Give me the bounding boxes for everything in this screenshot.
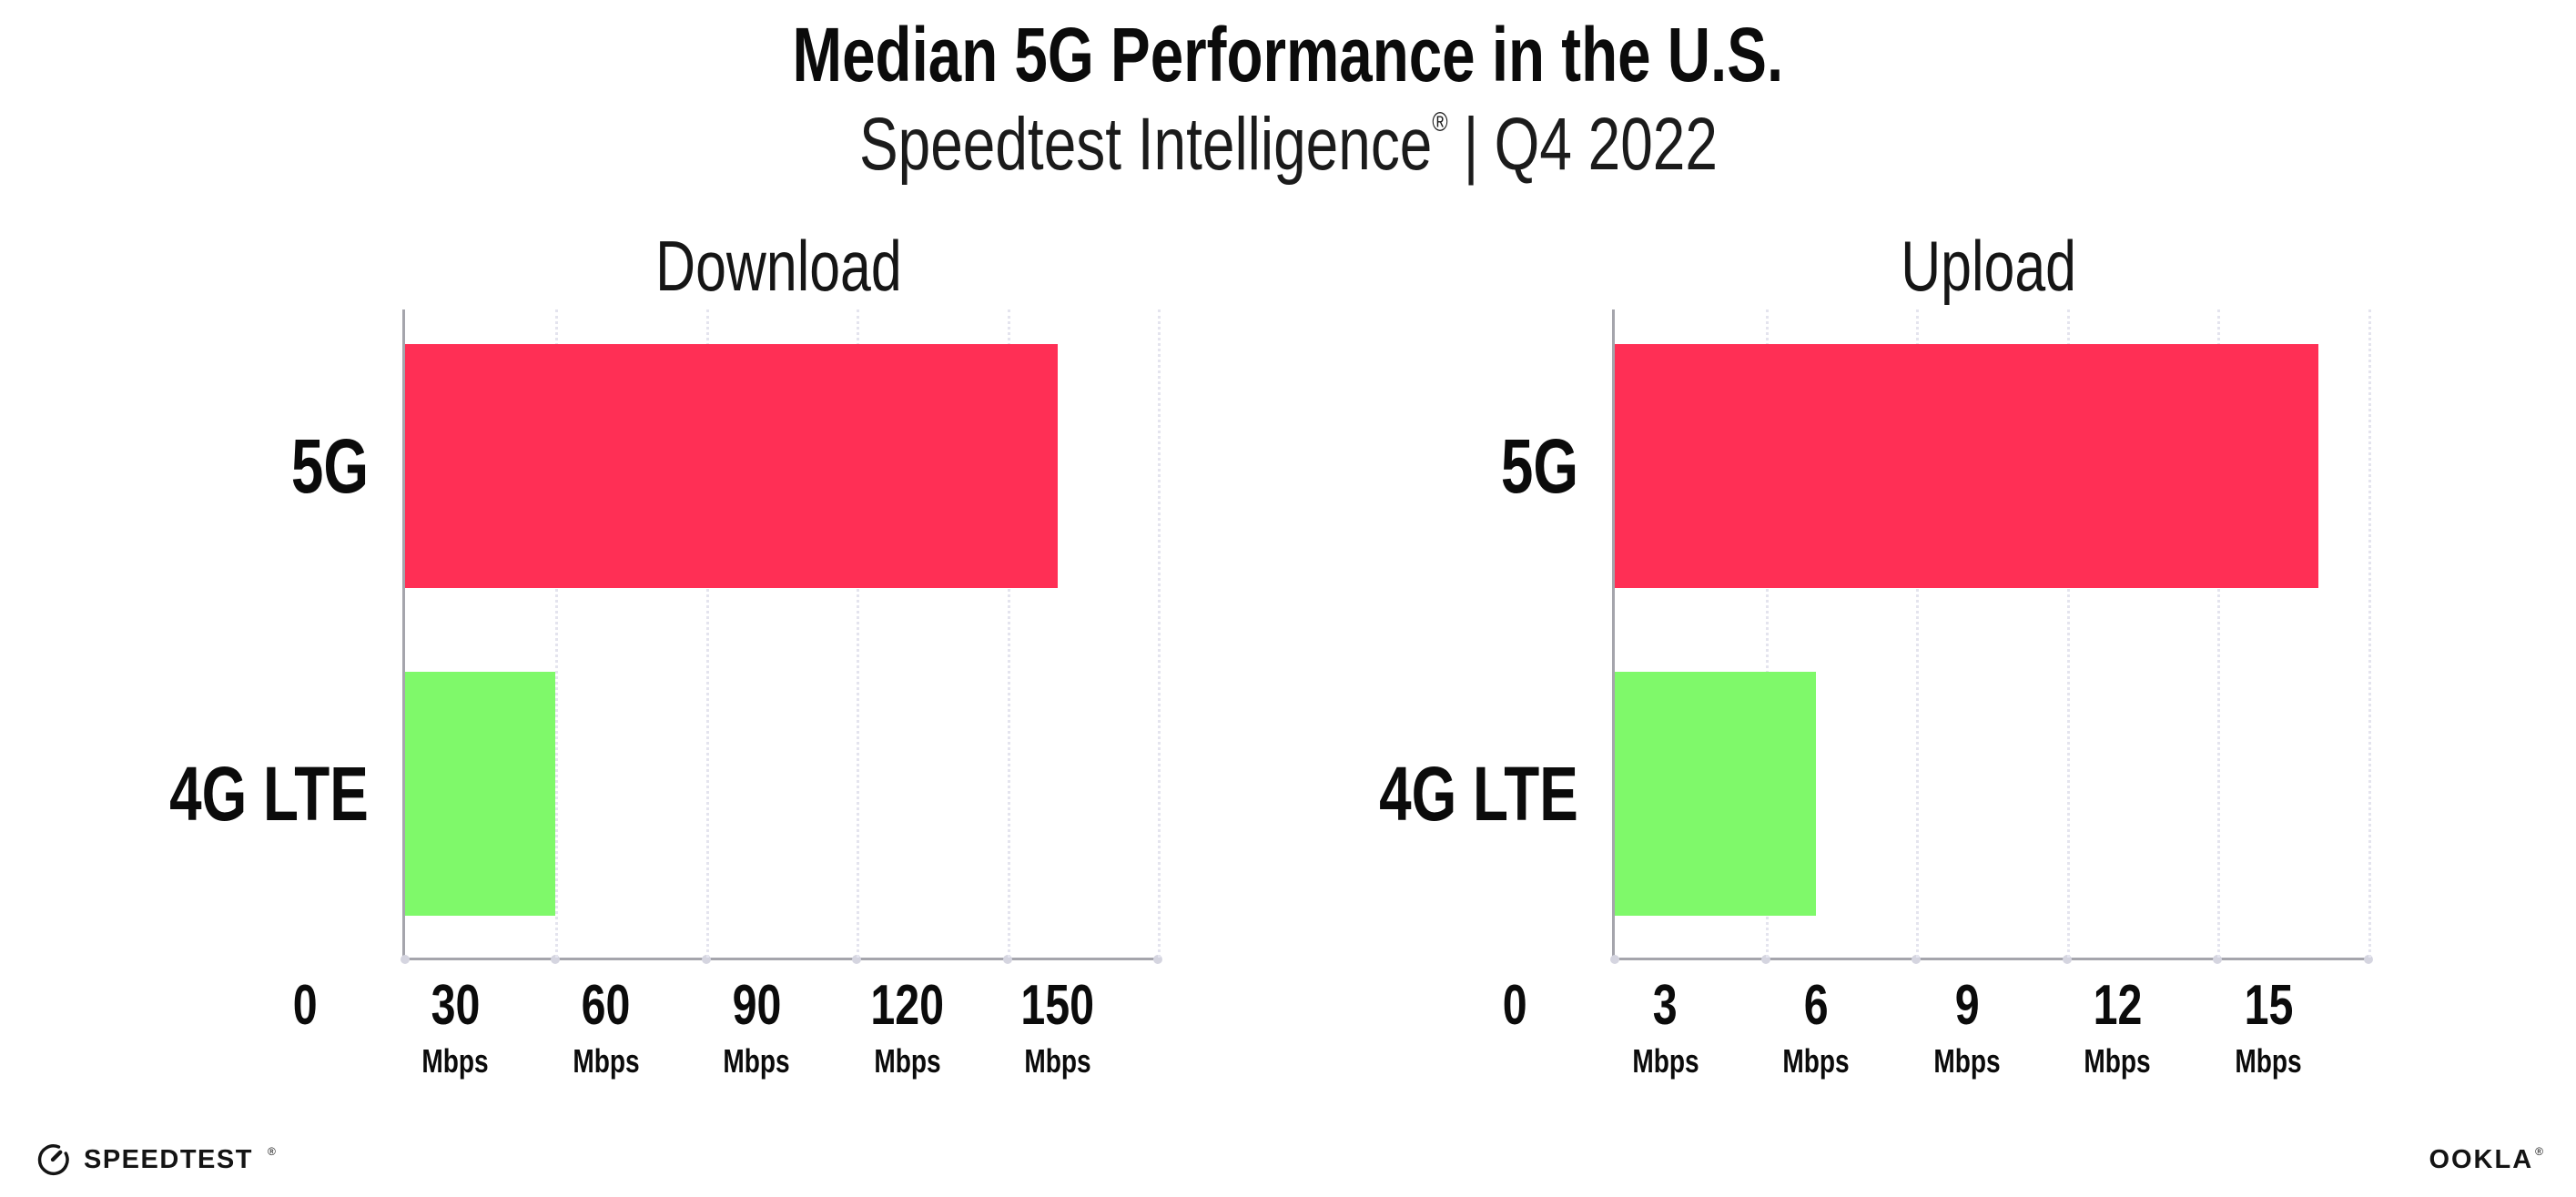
x-tick-label-upload-3: 3 (1653, 974, 1678, 1037)
category-label-upload-4g-lte: 4G LTE (1379, 750, 1578, 837)
axis-tick-dot-download-60 (701, 955, 711, 964)
gridline-upload-3 (1765, 309, 1769, 958)
gridline-upload-9 (2066, 309, 2070, 958)
x-tick-inner-download-60: 60 Mbps (506, 958, 706, 1078)
axis-tick-dot-upload-0 (1610, 955, 1619, 964)
gridline-download-60 (705, 309, 709, 958)
gridline-upload-12 (2217, 309, 2221, 958)
x-tick-inner-upload-15: 15 Mbps (2168, 958, 2368, 1078)
facet-title-upload: Upload (1612, 223, 2366, 314)
x-tick-label-upload-6: 6 (1803, 974, 1829, 1037)
x-tick-unit-download-150: Mbps (1024, 1042, 1091, 1080)
x-tick-label-upload-9: 9 (1954, 974, 1980, 1037)
gridline-upload-6 (1916, 309, 1920, 958)
x-tick-label-upload-15: 15 (2244, 974, 2293, 1037)
x-tick-inner-download-90: 90 Mbps (656, 958, 857, 1078)
subtitle-separator: | (1463, 103, 1478, 186)
x-tick-unit-download-90: Mbps (723, 1042, 790, 1080)
axis-tick-dot-download-120 (1002, 955, 1012, 964)
x-tick-inner-download-0: 0 (205, 958, 405, 1034)
x-tick-label-download-120: 120 (870, 974, 944, 1037)
ookla-wordmark: OOKLA (2429, 1144, 2534, 1174)
x-tick-unit-upload-12: Mbps (2084, 1042, 2152, 1080)
x-tick-unit-upload-3: Mbps (1631, 1042, 1699, 1080)
x-tick-inner-upload-3: 3 Mbps (1566, 958, 1766, 1078)
x-tick-label-download-150: 150 (1020, 974, 1095, 1037)
x-tick-inner-upload-9: 9 Mbps (1867, 958, 2067, 1078)
x-tick-label-upload-0: 0 (1502, 974, 1527, 1037)
subtitle-brand: Speedtest Intelligence (858, 103, 1432, 186)
facet-title-text-download: Download (655, 226, 902, 306)
speedtest-registered-mark: ® (267, 1145, 276, 1158)
x-tick-label-upload-12: 12 (2093, 974, 2143, 1037)
ookla-registered-mark: ® (2535, 1145, 2543, 1158)
speedtest-logo: SPEEDTEST ® (35, 1136, 276, 1183)
x-tick-unit-upload-15: Mbps (2235, 1042, 2302, 1080)
axis-tick-dot-download-30 (551, 955, 561, 964)
x-tick-inner-upload-6: 6 Mbps (1716, 958, 1916, 1078)
plot-area-download: 0 30 Mbps 60 Mbps 90 Mbps 120 Mbps 150 Mbps 5G 4G LT… (169, 309, 1162, 1078)
gridline-download-150 (1158, 309, 1161, 958)
x-tick-inner-upload-0: 0 (1415, 958, 1615, 1034)
page-subtitle-text: Speedtest Intelligence® | Q4 2022 (858, 103, 1718, 186)
axis-tick-dot-upload-6 (1912, 955, 1922, 964)
x-tick-unit-upload-6: Mbps (1782, 1042, 1850, 1080)
gridline-upload-15 (2368, 309, 2371, 958)
gridline-download-30 (555, 309, 559, 958)
axis-tick-dot-upload-3 (1760, 955, 1770, 964)
axis-tick-dot-upload-15 (2364, 955, 2373, 964)
registered-mark: ® (1431, 107, 1448, 137)
x-tick-inner-download-150: 150 Mbps (958, 958, 1158, 1078)
x-tick-unit-download-60: Mbps (573, 1042, 640, 1080)
x-tick-unit-download-120: Mbps (873, 1042, 941, 1080)
axis-tick-dot-download-90 (852, 955, 862, 964)
x-tick-inner-download-30: 30 Mbps (355, 958, 555, 1078)
bar-upload-5g (1615, 344, 2318, 588)
bar-upload-4g-lte (1615, 672, 1816, 916)
category-label-download-4g-lte: 4G LTE (169, 750, 369, 837)
facet-title-text-upload: Upload (1901, 226, 2077, 306)
axis-tick-dot-upload-12 (2213, 955, 2223, 964)
page-subtitle: Speedtest Intelligence® | Q4 2022 (0, 103, 2576, 186)
x-tick-unit-download-30: Mbps (421, 1042, 490, 1080)
gridline-download-90 (857, 309, 860, 958)
gridline-download-120 (1007, 309, 1010, 958)
bar-download-5g (405, 344, 1058, 588)
x-tick-inner-upload-12: 12 Mbps (2017, 958, 2217, 1078)
x-tick-inner-download-120: 120 Mbps (807, 958, 1008, 1078)
category-label-upload-5g: 5G (1500, 422, 1578, 509)
axis-tick-dot-download-150 (1153, 955, 1162, 964)
speedtest-gauge-icon (37, 1144, 69, 1176)
facet-title-download: Download (402, 223, 1155, 314)
x-tick-label-download-30: 30 (431, 974, 481, 1037)
x-tick-label-download-60: 60 (581, 974, 631, 1037)
axis-tick-dot-download-0 (401, 955, 410, 964)
plot-area-upload: 0 3 Mbps 6 Mbps 9 Mbps 12 Mbps 15 Mbps 5G 4G LTE (1379, 309, 2373, 1078)
x-tick-label-download-90: 90 (732, 974, 782, 1037)
x-tick-label-download-0: 0 (292, 974, 318, 1037)
page-title-text: Median 5G Performance in the U.S. (792, 12, 1784, 97)
ookla-logo: OOKLA ® (2429, 1140, 2543, 1180)
axis-tick-dot-upload-9 (2062, 955, 2072, 964)
page-title: Median 5G Performance in the U.S. (0, 15, 2576, 95)
bar-download-4g-lte (405, 672, 556, 916)
subtitle-period: Q4 2022 (1494, 103, 1718, 186)
x-tick-unit-upload-9: Mbps (1933, 1042, 2001, 1080)
speedtest-wordmark: SPEEDTEST (84, 1144, 253, 1174)
category-label-download-5g: 5G (290, 422, 369, 509)
